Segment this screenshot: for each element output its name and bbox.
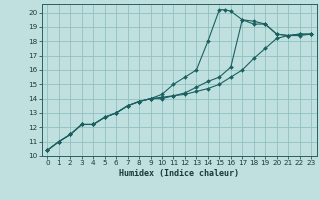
X-axis label: Humidex (Indice chaleur): Humidex (Indice chaleur) — [119, 169, 239, 178]
